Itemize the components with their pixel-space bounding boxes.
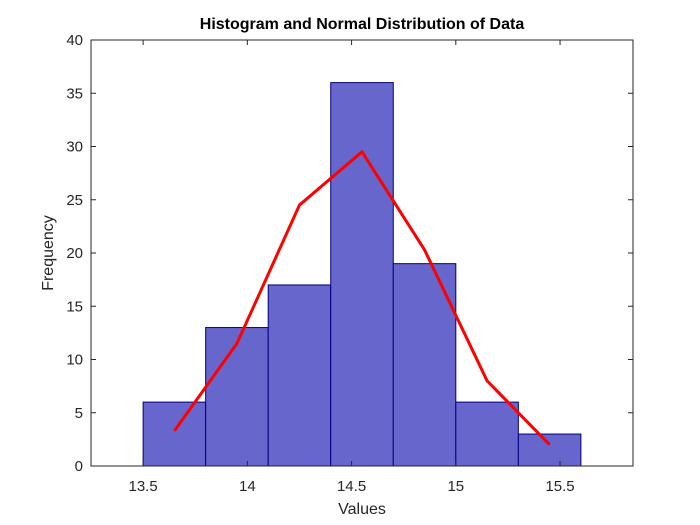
y-axis-label: Frequency (40, 215, 57, 291)
x-tick-label: 14 (239, 478, 256, 495)
x-tick-label: 15.5 (545, 478, 574, 495)
y-tick-label: 15 (66, 298, 83, 315)
x-tick-label: 13.5 (129, 478, 158, 495)
histogram-bar (392, 263, 457, 467)
x-tick-label: 15 (447, 478, 464, 495)
histogram-bar (267, 284, 332, 467)
y-tick-label: 40 (66, 32, 83, 49)
y-tick-label: 5 (75, 405, 83, 422)
histogram-bar (455, 401, 519, 467)
y-tick-label: 0 (75, 458, 83, 475)
histogram-bar (142, 401, 207, 467)
axis-ticks: 13.5 14 14.5 15 15.5 0 5 10 15 20 25 30 35 40 (66, 32, 633, 495)
normal-distribution-line (173, 150, 551, 446)
x-tick-label: 14.5 (337, 478, 366, 495)
y-tick-label: 35 (66, 85, 83, 102)
histogram-bar (330, 82, 394, 467)
x-axis-label: Values (338, 501, 386, 518)
histogram-bar (205, 327, 269, 467)
chart-title: Histogram and Normal Distribution of Dat… (200, 16, 525, 33)
histogram-bar (517, 433, 582, 467)
normal-curve-layer (173, 150, 551, 446)
y-tick-label: 10 (66, 352, 83, 369)
y-tick-label: 30 (66, 139, 83, 156)
y-tick-label: 25 (66, 192, 83, 209)
y-tick-label: 20 (66, 245, 83, 262)
histogram-bars (142, 82, 582, 467)
